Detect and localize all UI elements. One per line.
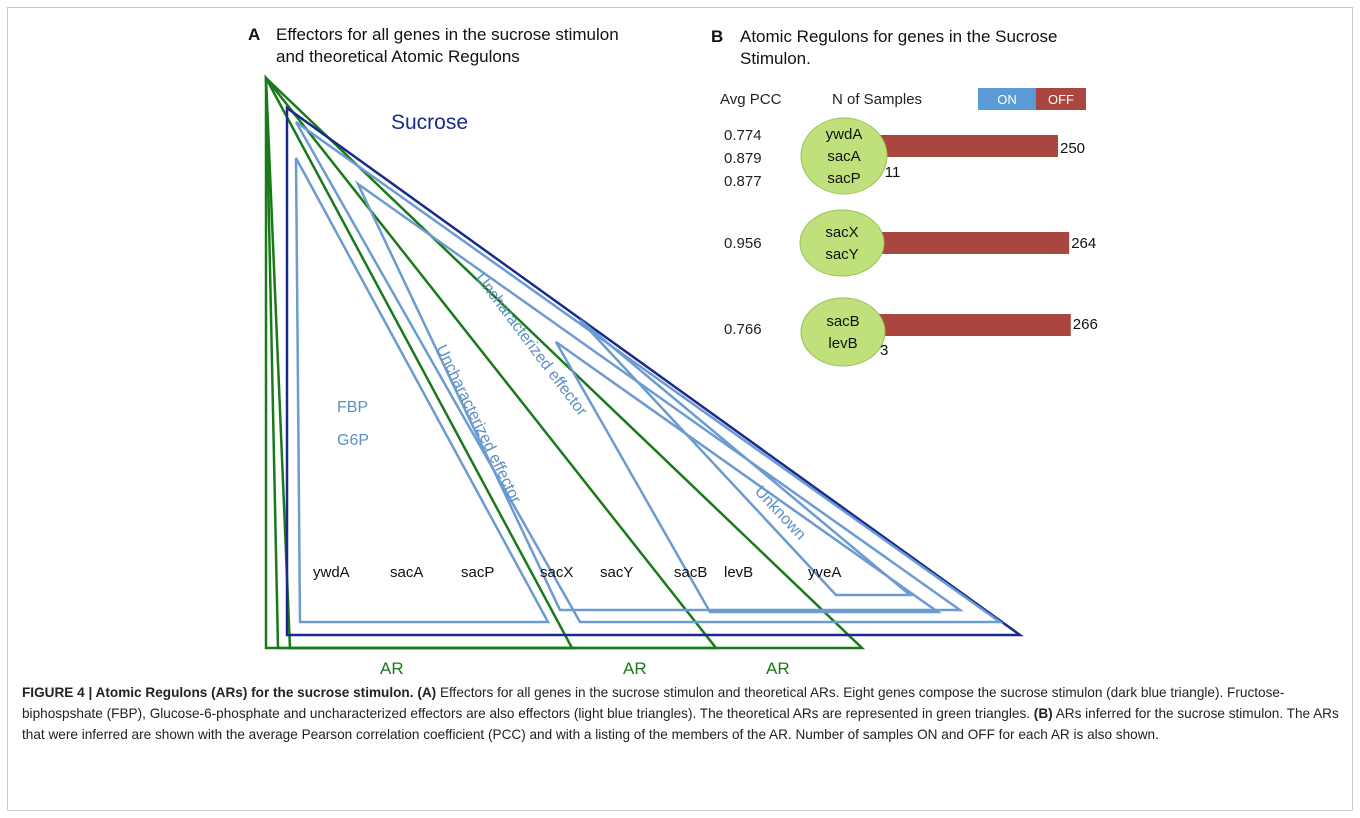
regulon-1-off-bar xyxy=(858,135,1058,157)
regulon-3-gene-1: sacB xyxy=(826,313,859,330)
regulon-1-gene-2: sacA xyxy=(827,148,860,165)
avg-pcc-header: Avg PCC xyxy=(720,91,782,108)
ar-label-2: AR xyxy=(623,659,647,678)
regulon-3-on-value: 3 xyxy=(880,342,888,359)
regulon-1-pcc-2: 0.879 xyxy=(724,150,762,167)
regulon-row-2: 0.956 sacX sacY 264 xyxy=(724,209,1096,277)
ar-label-3: AR xyxy=(766,659,790,678)
figure-frame xyxy=(7,7,1353,811)
regulon-1-off-value: 250 xyxy=(1060,140,1085,157)
fbp-label: FBP xyxy=(337,399,368,416)
caption-a-marker: (A) xyxy=(417,685,437,700)
panel-b-letter: B xyxy=(711,27,723,46)
legend-on-label: ON xyxy=(997,92,1017,107)
caption-a-text: Effectors for all genes in the sucrose s… xyxy=(22,685,1285,721)
regulon-3-bubble xyxy=(800,297,886,367)
gene-sacX: sacX xyxy=(540,564,573,581)
regulon-2-gene-2: sacY xyxy=(825,246,858,263)
gene-labels: ywdA sacA sacP sacX sacY sacB levB yveA xyxy=(313,564,841,581)
n-samples-header: N of Samples xyxy=(832,91,922,108)
gene-ywdA: ywdA xyxy=(313,564,350,581)
caption-label: FIGURE 4 | Atomic Regulons (ARs) for the… xyxy=(22,685,414,700)
ar-label-1: AR xyxy=(380,659,404,678)
ar-triangles xyxy=(264,74,866,650)
gene-sacA: sacA xyxy=(390,564,423,581)
ar-triangle-1 xyxy=(264,77,575,650)
regulon-3-off-bar xyxy=(858,314,1071,336)
panel-b-title-line-1: Atomic Regulons for genes in the Sucrose xyxy=(740,27,1058,46)
caption-b-text: ARs inferred for the sucrose stimulon. T… xyxy=(22,706,1339,742)
regulon-2-gene-1: sacX xyxy=(825,224,858,241)
regulon-row-1: 0.774 0.879 0.877 ywdA sacA sacP 250 11 xyxy=(724,117,1085,195)
gene-yveA: yveA xyxy=(808,564,841,581)
uncharacterized-effector-label-1: Uncharacterized effector xyxy=(432,342,524,506)
regulon-1-bubble xyxy=(800,117,888,195)
gene-sacP: sacP xyxy=(461,564,494,581)
panel-a-title-line-2: and theoretical Atomic Regulons xyxy=(276,47,520,66)
regulon-1-gene-1: ywdA xyxy=(826,126,863,143)
effector-triangle-uncharacterized-1 xyxy=(294,120,1004,624)
effector-triangle-unknown-outer xyxy=(554,340,942,614)
legend-off-swatch xyxy=(1036,88,1086,110)
figure-caption: FIGURE 4 | Atomic Regulons (ARs) for the… xyxy=(22,682,1340,745)
gene-levB: levB xyxy=(724,564,753,581)
panel-b-title-line-2: Stimulon. xyxy=(740,49,811,68)
ar-triangle-3 xyxy=(264,74,866,650)
regulon-1-pcc-1: 0.774 xyxy=(724,127,762,144)
effector-triangle-uncharacterized-2 xyxy=(354,180,964,612)
legend-on-swatch xyxy=(978,88,1036,110)
on-off-legend: ON OFF xyxy=(978,88,1086,110)
regulon-2-off-bar xyxy=(858,232,1070,254)
caption-b-marker: (B) xyxy=(1033,706,1053,721)
regulon-3-off-value: 266 xyxy=(1073,316,1098,333)
sucrose-label: Sucrose xyxy=(391,111,468,134)
gene-sacB: sacB xyxy=(674,564,707,581)
g6p-label: G6P xyxy=(337,432,369,449)
uncharacterized-effector-label-2: Uncharacterized effector xyxy=(472,270,591,420)
effector-triangle-fbp-g6p xyxy=(294,157,551,624)
regulon-2-pcc-1: 0.956 xyxy=(724,235,762,252)
stimulon-triangle xyxy=(285,105,1024,637)
gene-sacY: sacY xyxy=(600,564,633,581)
regulon-1-gene-3: sacP xyxy=(827,170,860,187)
legend-off-label: OFF xyxy=(1048,92,1074,107)
regulon-1-pcc-3: 0.877 xyxy=(724,173,762,190)
regulon-3-pcc-1: 0.766 xyxy=(724,321,762,338)
regulon-row-3: 0.766 sacB levB 266 3 xyxy=(724,297,1098,367)
regulon-1-on-value: 11 xyxy=(885,164,901,181)
regulon-2-bubble xyxy=(799,209,885,277)
ar-triangle-2 xyxy=(264,74,719,650)
effector-triangle-unknown-inner xyxy=(579,319,914,597)
panel-a-letter: A xyxy=(248,25,260,44)
regulon-3-gene-2: levB xyxy=(828,335,857,352)
panel-a-title-line-1: Effectors for all genes in the sucrose s… xyxy=(276,25,619,44)
figure-graphic: A Effectors for all genes in the sucrose… xyxy=(248,25,1098,678)
regulon-2-off-value: 264 xyxy=(1071,235,1096,252)
effector-triangles xyxy=(294,120,1004,624)
